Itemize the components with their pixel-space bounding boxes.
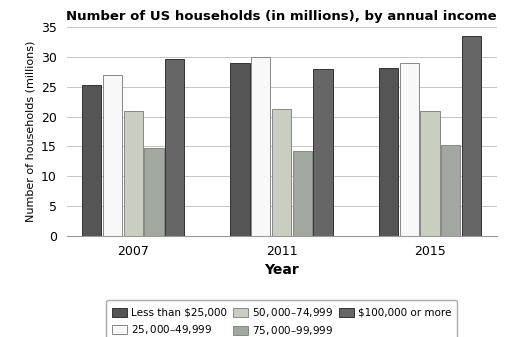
X-axis label: Year: Year bbox=[264, 264, 299, 277]
Bar bbox=[399, 63, 419, 236]
Bar bbox=[441, 145, 460, 236]
Bar bbox=[379, 68, 398, 236]
Bar bbox=[313, 69, 333, 236]
Bar bbox=[230, 63, 250, 236]
Bar bbox=[144, 148, 164, 236]
Bar bbox=[251, 57, 270, 236]
Title: Number of US households (in millions), by annual income: Number of US households (in millions), b… bbox=[66, 10, 497, 23]
Bar bbox=[103, 75, 122, 236]
Legend: Less than $25,000, $25,000–$49,999, $50,000–$74,999, $75,000–$99,999, $100,000 o: Less than $25,000, $25,000–$49,999, $50,… bbox=[106, 300, 457, 337]
Bar bbox=[272, 109, 291, 236]
Bar bbox=[165, 59, 184, 236]
Bar bbox=[293, 151, 312, 236]
Bar bbox=[124, 111, 143, 236]
Bar bbox=[462, 36, 481, 236]
Bar bbox=[82, 85, 101, 236]
Bar bbox=[420, 111, 439, 236]
Y-axis label: Number of households (millions): Number of households (millions) bbox=[26, 41, 35, 222]
